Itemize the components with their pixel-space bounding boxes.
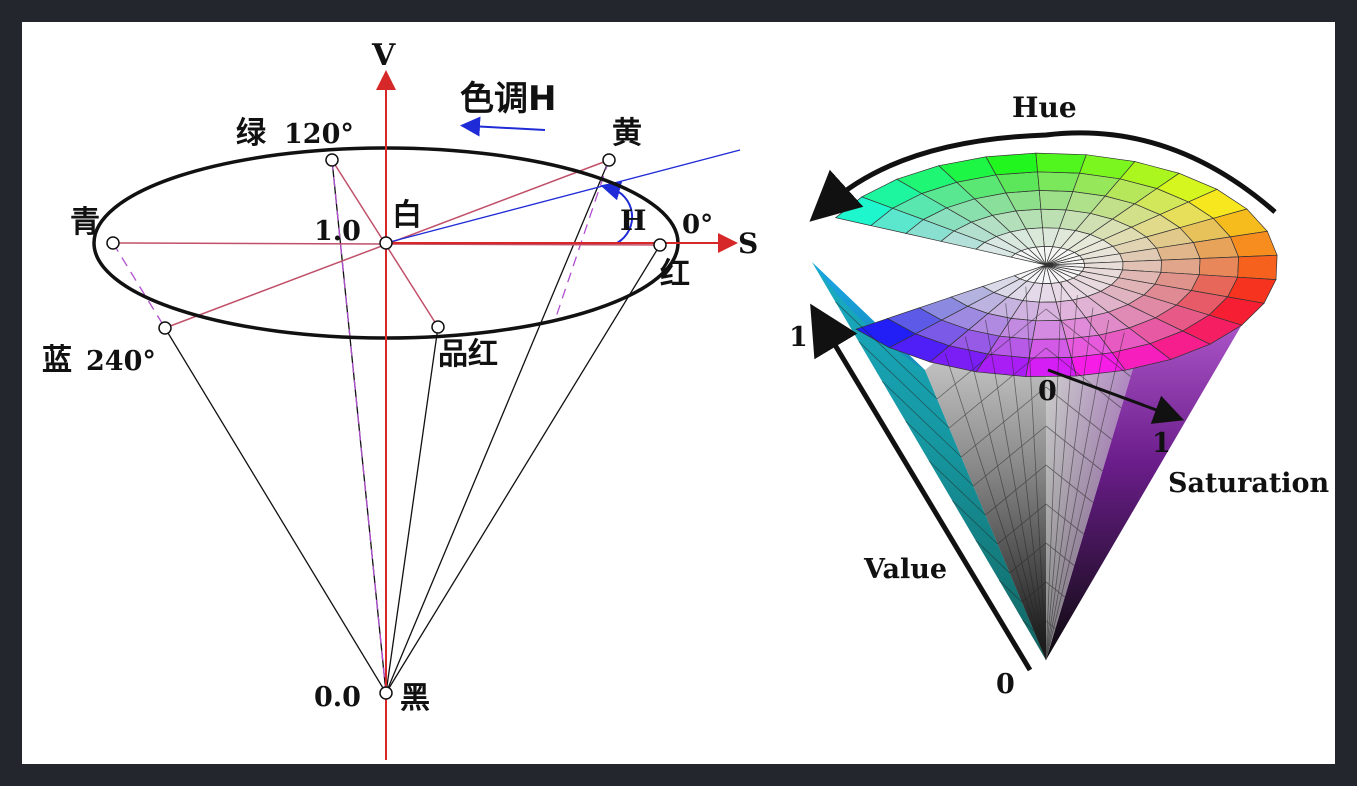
cone-edges [164, 159, 661, 694]
value-bottom-label: 0 [996, 669, 1015, 700]
hue-direction-arrow [460, 116, 546, 137]
grid-line [928, 460, 986, 516]
hue-wheel-cell [1198, 256, 1239, 278]
vertex-points [106, 153, 667, 700]
grid-line [1005, 303, 1047, 661]
hue-wheel-cell [1028, 338, 1072, 359]
saturation-start-label: 0 [1038, 376, 1057, 407]
grid-line [1025, 286, 1047, 661]
top-value-label: 1.0 [314, 216, 361, 247]
value-arrow [810, 303, 1033, 672]
cone-side-right [1046, 268, 1275, 660]
hue-wheel-cell [1160, 258, 1201, 276]
hidden-lines [112, 159, 610, 694]
grid-line [998, 580, 1023, 603]
saturation-arrow [1047, 368, 1185, 424]
s-axis-label: S [738, 227, 758, 260]
hue-wheel-cell [1025, 357, 1077, 377]
yellow-point [602, 153, 616, 167]
red-label: 红 [660, 257, 690, 292]
grid-line [881, 381, 962, 458]
grid-line [1045, 294, 1078, 661]
hue-arc-arrow [809, 130, 1277, 222]
hue-wheel-cell [1037, 171, 1081, 192]
grid-line [905, 420, 974, 487]
cyan-label: 青 [70, 205, 100, 240]
grid-line [975, 540, 1010, 574]
red-point [653, 238, 667, 252]
white-point [379, 236, 393, 250]
blue-label: 蓝 [42, 343, 72, 378]
grid-line [1045, 332, 1125, 661]
green-point [325, 153, 339, 167]
bottom-value-label: 0.0 [314, 682, 361, 713]
black-point [379, 686, 393, 700]
green-degree-label: 120° [284, 119, 354, 150]
grid-line [858, 341, 950, 429]
green-label: 绿 [236, 116, 267, 151]
grid-line [1045, 307, 1094, 661]
blue-degree-label: 240° [86, 346, 156, 377]
magenta-point [431, 320, 445, 334]
hue-reference-line [385, 149, 741, 244]
hue-angle-arc [600, 180, 634, 244]
grid-line [952, 500, 998, 545]
grid-line [985, 319, 1047, 661]
grid-line [944, 353, 1047, 661]
blue-point [158, 321, 172, 335]
cone-grid-lines [835, 282, 1131, 661]
hue-title: Hue [1012, 91, 1077, 124]
white-label: 白 [392, 198, 422, 233]
yellow-label: 黄 [612, 116, 642, 151]
hue-angle-label: H [620, 204, 646, 237]
black-label: 黑 [400, 681, 430, 716]
red-degree-label: 0° [682, 210, 713, 240]
magenta-label: 品红 [438, 337, 498, 372]
value-top-label: 1 [789, 322, 808, 353]
hsv-cone-schematic: V S 色调H H 1.0 白 0.0 黑 绿 120° 黄 0° 红 青 蓝 … [42, 38, 758, 760]
hsv-color-cone: Hue Saturation Value 1 0 0 1 [789, 91, 1330, 700]
saturation-label: Saturation [1168, 468, 1330, 499]
cyan-point [106, 236, 120, 250]
grid-line [964, 336, 1047, 661]
grid-line [1022, 619, 1035, 632]
hue-label: 色调H [460, 79, 556, 119]
hue-wheel-cell [1237, 254, 1278, 280]
grid-line [1045, 282, 1063, 661]
v-axis-label: V [371, 38, 396, 73]
grid-line [1045, 319, 1110, 661]
hue-wheel-cell [1035, 152, 1087, 174]
value-label: Value [863, 554, 947, 585]
hue-wheel-top [834, 152, 1278, 377]
hue-wheel-cell [1032, 320, 1067, 340]
saturation-end-label: 1 [1152, 428, 1171, 459]
